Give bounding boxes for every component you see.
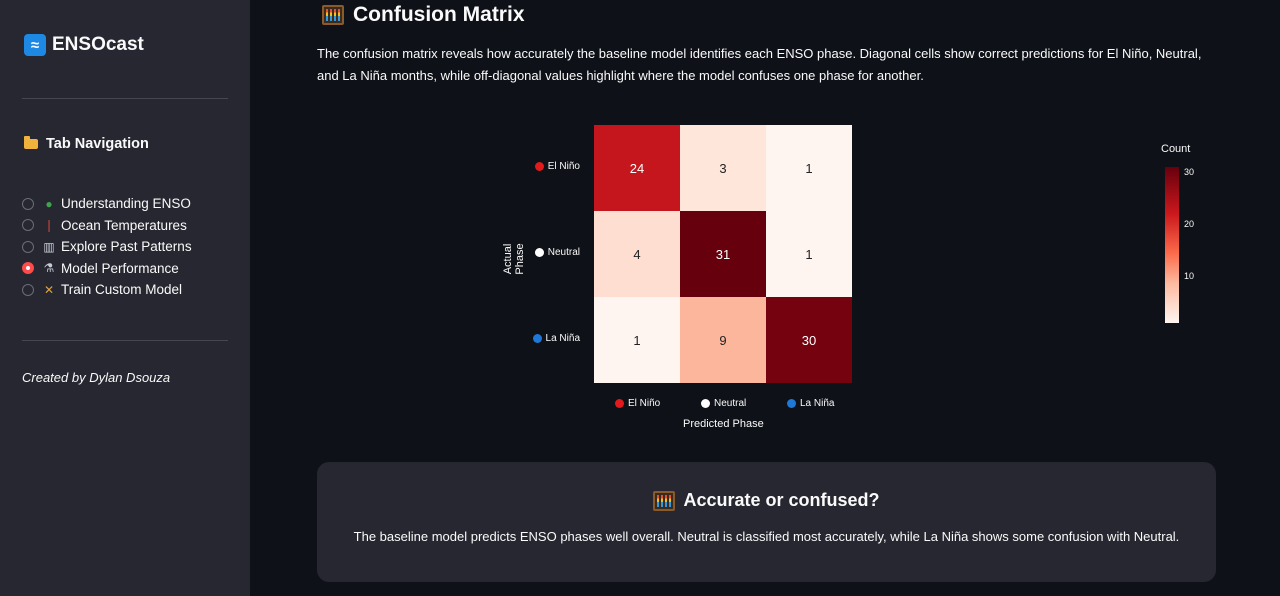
heatmap-cell-neutral-el-nino: 4 xyxy=(594,211,680,297)
abacus-icon xyxy=(653,490,676,511)
microscope-icon: ⚗ xyxy=(43,261,55,276)
insight-callout: Accurate or confused? The baseline model… xyxy=(317,462,1216,582)
nav-item-model-performance[interactable]: ⚗ Model Performance xyxy=(22,258,192,280)
brand-name: ENSOcast xyxy=(52,34,144,55)
legend-dot xyxy=(532,334,542,343)
heatmap-cell-la-nina-la-nina: 30 xyxy=(766,297,852,383)
nav-item-label: Train Custom Model xyxy=(61,282,183,298)
tab-navigation-heading: Tab Navigation xyxy=(24,136,149,152)
y-axis-title: Actual Phase xyxy=(502,243,526,275)
radio-button-selected[interactable] xyxy=(22,262,34,275)
callout-title: Accurate or confused? xyxy=(317,490,1216,511)
nav-item-train-custom-model[interactable]: ✕ Train Custom Model xyxy=(22,279,192,301)
tools-icon: ✕ xyxy=(43,282,55,297)
heatmap-cell-la-nina-neutral: 9 xyxy=(680,297,766,383)
bar-chart-icon: ▥ xyxy=(43,239,55,254)
radio-button[interactable] xyxy=(22,240,34,253)
radio-button[interactable] xyxy=(22,219,34,232)
nav-item-label: Explore Past Patterns xyxy=(61,239,192,255)
heatmap-cell-el-nino-neutral: 3 xyxy=(680,125,766,211)
tab-navigation-radio-group: ● Understanding ENSO ❘ Ocean Temperature… xyxy=(22,193,192,301)
sidebar: ≈ ENSOcast Tab Navigation ● Understandin… xyxy=(0,0,250,596)
globe-icon: ● xyxy=(45,196,53,211)
heatmap-cell-neutral-la-nina: 1 xyxy=(766,211,852,297)
legend-dot xyxy=(787,399,796,408)
folder-icon xyxy=(24,136,38,149)
colorbar-tick-20: 20 xyxy=(1184,219,1195,230)
callout-title-text: Accurate or confused? xyxy=(683,490,880,510)
x-axis-title: Predicted Phase xyxy=(683,418,764,430)
divider xyxy=(22,98,228,99)
nav-item-understanding-enso[interactable]: ● Understanding ENSO xyxy=(22,193,192,215)
legend-dot xyxy=(701,399,710,408)
x-tick-label-neutral: Neutral xyxy=(701,398,746,409)
nav-item-label: Model Performance xyxy=(61,260,179,276)
x-tick-label-el-nino: El Niño xyxy=(615,398,660,409)
colorbar-tick-30: 30 xyxy=(1184,167,1195,178)
colorbar-tick-10: 10 xyxy=(1184,271,1195,282)
page-title: Confusion Matrix xyxy=(322,3,525,27)
colorbar xyxy=(1165,167,1179,323)
nav-item-label: Understanding ENSO xyxy=(61,196,191,212)
heatmap-cell-el-nino-el-nino: 24 xyxy=(594,125,680,211)
nav-item-label: Ocean Temperatures xyxy=(61,217,187,233)
radio-button[interactable] xyxy=(22,283,34,296)
heatmap-cell-el-nino-la-nina: 1 xyxy=(766,125,852,211)
brand: ≈ ENSOcast xyxy=(24,34,144,56)
heatmap-cell-neutral-neutral: 31 xyxy=(680,211,766,297)
tab-navigation-label: Tab Navigation xyxy=(46,136,149,152)
radio-button[interactable] xyxy=(22,197,34,210)
nav-item-explore-past-patterns[interactable]: ▥ Explore Past Patterns xyxy=(22,236,192,258)
y-tick-label-el-nino: El Niño xyxy=(534,161,580,172)
y-tick-label-la-nina: La Niña xyxy=(532,333,580,344)
page-title-text: Confusion Matrix xyxy=(353,3,525,26)
y-tick-label-neutral: Neutral xyxy=(534,247,580,258)
x-tick-label-la-nina: La Niña xyxy=(787,398,834,409)
divider xyxy=(22,340,228,341)
confusion-matrix-chart: Actual Phase Predicted Phase Count 24 3 1 4… xyxy=(500,112,1200,442)
legend-dot xyxy=(534,248,544,257)
nav-item-ocean-temperatures[interactable]: ❘ Ocean Temperatures xyxy=(22,215,192,237)
wave-icon: ≈ xyxy=(24,34,46,56)
legend-dot xyxy=(534,162,544,171)
legend-dot xyxy=(615,399,624,408)
callout-text: The baseline model predicts ENSO phases … xyxy=(353,529,1180,544)
author-credit: Created by Dylan Dsouza xyxy=(22,370,171,385)
intro-paragraph: The confusion matrix reveals how accurat… xyxy=(317,46,1202,83)
heatmap-cell-la-nina-el-nino: 1 xyxy=(594,297,680,383)
colorbar-title: Count xyxy=(1161,143,1191,155)
thermometer-icon: ❘ xyxy=(43,218,55,233)
abacus-icon xyxy=(322,5,344,25)
